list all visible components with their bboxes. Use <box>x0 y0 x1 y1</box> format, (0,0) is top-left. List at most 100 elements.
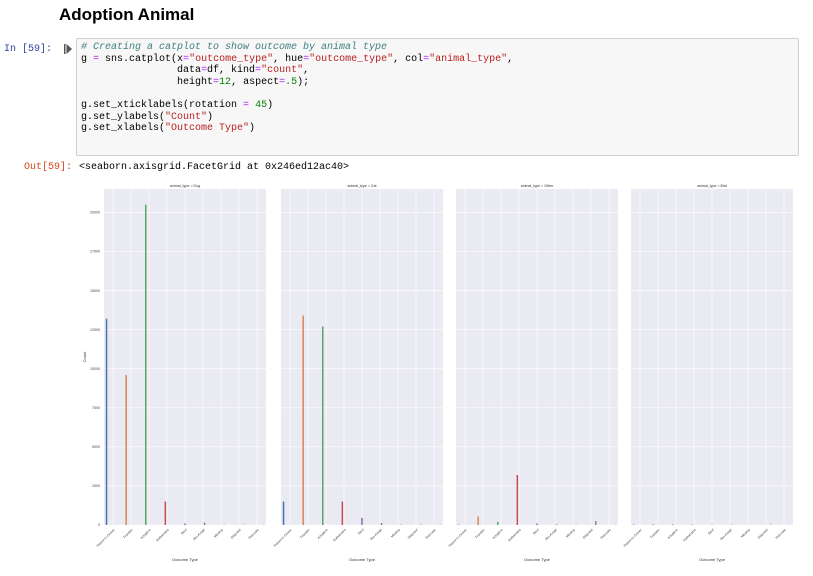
bar-adoption <box>497 521 499 525</box>
x-tick-label: Rto-Adopt <box>369 528 382 541</box>
x-tick-label: Euthanasia <box>332 528 347 543</box>
code-line: # Creating a catplot to show outcome by … <box>81 42 798 54</box>
bar-adoption <box>322 326 324 525</box>
x-tick-label: Died <box>180 528 188 536</box>
x-tick-label: Euthanasia <box>682 528 697 543</box>
code-token: "outcome_type" <box>189 53 274 65</box>
code-token: = <box>213 76 220 88</box>
x-tick-label: Return to Owner <box>96 527 117 548</box>
y-tick-label: 10000 <box>90 367 100 371</box>
code-token: , col <box>393 53 424 65</box>
code-cell[interactable]: # Creating a catplot to show outcome by … <box>76 38 799 156</box>
x-tick-label: Adoption <box>492 528 504 540</box>
code-token: = <box>201 65 208 77</box>
code-token: = <box>93 53 100 65</box>
code-token: "outcome_type" <box>309 53 394 65</box>
y-tick-label: 12500 <box>90 328 100 332</box>
x-axis-label: Outcome Type <box>699 557 726 562</box>
code-token: # Creating a catplot to show outcome by … <box>81 42 388 53</box>
bar-adoption <box>672 524 674 525</box>
x-tick-label: Relocate <box>425 528 437 540</box>
x-tick-label: Rto-Adopt <box>719 528 732 541</box>
x-tick-label: Euthanasia <box>507 528 522 543</box>
bar-rto-adopt <box>203 522 206 525</box>
code-token: data <box>81 65 202 77</box>
x-tick-label: Return to Owner <box>273 527 294 548</box>
code-token: height <box>81 76 214 88</box>
bar-missing <box>400 524 402 525</box>
code-token: g <box>81 53 94 65</box>
y-tick-label: 20000 <box>90 211 100 215</box>
bar-rto-adopt <box>555 524 558 525</box>
x-tick-label: Missing <box>565 528 576 539</box>
x-tick-label: Transfer <box>122 527 134 539</box>
bar-disposal <box>595 521 597 525</box>
code-line: data=df, kind="count", <box>81 65 798 77</box>
code-token: "animal_type" <box>429 53 508 65</box>
x-axis-label: Outcome Type <box>349 557 376 562</box>
y-tick-label: 15000 <box>90 289 100 293</box>
x-tick-label: Adoption <box>317 528 329 540</box>
bar-transfer <box>477 516 479 525</box>
bar-adoption <box>145 204 147 525</box>
code-line: g.set_xticklabels(rotation = 45) <box>81 100 798 112</box>
code-token: = <box>243 99 250 111</box>
code-token: g.set_ylabels( <box>81 111 166 123</box>
bar-return-to-owner <box>105 318 108 525</box>
y-tick-label: 2500 <box>92 484 100 488</box>
x-tick-label: Adoption <box>667 528 679 540</box>
x-tick-label: Transfer <box>474 527 486 539</box>
y-tick-label: 5000 <box>92 445 100 449</box>
facet-title: animal_type = Cat <box>347 184 376 188</box>
x-tick-label: Relocate <box>600 528 612 540</box>
x-tick-label: Transfer <box>299 527 311 539</box>
y-axis-label: Count <box>82 351 87 363</box>
bar-transfer <box>652 524 654 525</box>
code-token: = <box>183 53 190 65</box>
x-tick-label: Return to Owner <box>448 527 469 548</box>
bar-died <box>361 517 363 525</box>
y-tick-label: 0 <box>98 523 100 527</box>
code-line: g = sns.catplot(x="outcome_type", hue="o… <box>81 54 798 66</box>
code-token: = <box>279 76 286 88</box>
bar-transfer <box>302 315 304 525</box>
bar-euthanasia <box>164 501 167 525</box>
y-tick-label: 7500 <box>92 406 100 410</box>
code-editor[interactable]: # Creating a catplot to show outcome by … <box>77 39 798 135</box>
run-cell-icon[interactable] <box>64 44 72 54</box>
bar-euthanasia <box>516 474 519 525</box>
facet-title: animal_type = Bird <box>697 184 727 188</box>
output-prompt: Out[59]: <box>24 162 73 173</box>
code-token: g.set_xlabels( <box>81 123 166 135</box>
x-tick-label: Transfer <box>649 527 661 539</box>
x-axis-label: Outcome Type <box>524 557 551 562</box>
code-token: , <box>507 53 514 65</box>
facet-title: animal_type = Other <box>521 184 554 188</box>
code-token: "Outcome Type" <box>165 123 250 135</box>
x-tick-label: Died <box>357 528 365 536</box>
bar-died <box>536 523 538 525</box>
code-line: g.set_ylabels("Count") <box>81 112 798 124</box>
code-token: 45 <box>255 99 268 111</box>
code-token: = <box>423 53 430 65</box>
x-tick-label: Died <box>532 528 540 536</box>
x-tick-label: Missing <box>390 528 401 539</box>
code-token: 12 <box>219 76 232 88</box>
code-token: ); <box>297 76 310 88</box>
x-tick-label: Return to Owner <box>623 527 644 548</box>
x-tick-label: Missing <box>740 528 751 539</box>
code-token: = <box>255 65 262 77</box>
bar-transfer <box>125 374 127 525</box>
code-token: , <box>303 65 310 77</box>
x-tick-label: Rto-Adopt <box>544 528 557 541</box>
code-token: ) <box>249 123 256 135</box>
input-prompt: In [59]: <box>4 44 53 55</box>
x-tick-label: Relocate <box>775 528 787 540</box>
x-tick-label: Died <box>707 528 715 536</box>
section-heading: Adoption Animal <box>59 5 195 24</box>
code-token: "count" <box>261 65 304 77</box>
x-tick-label: Relocate <box>248 528 260 540</box>
code-line: g.set_xlabels("Outcome Type") <box>81 123 798 135</box>
x-tick-label: Disposal <box>407 528 419 540</box>
